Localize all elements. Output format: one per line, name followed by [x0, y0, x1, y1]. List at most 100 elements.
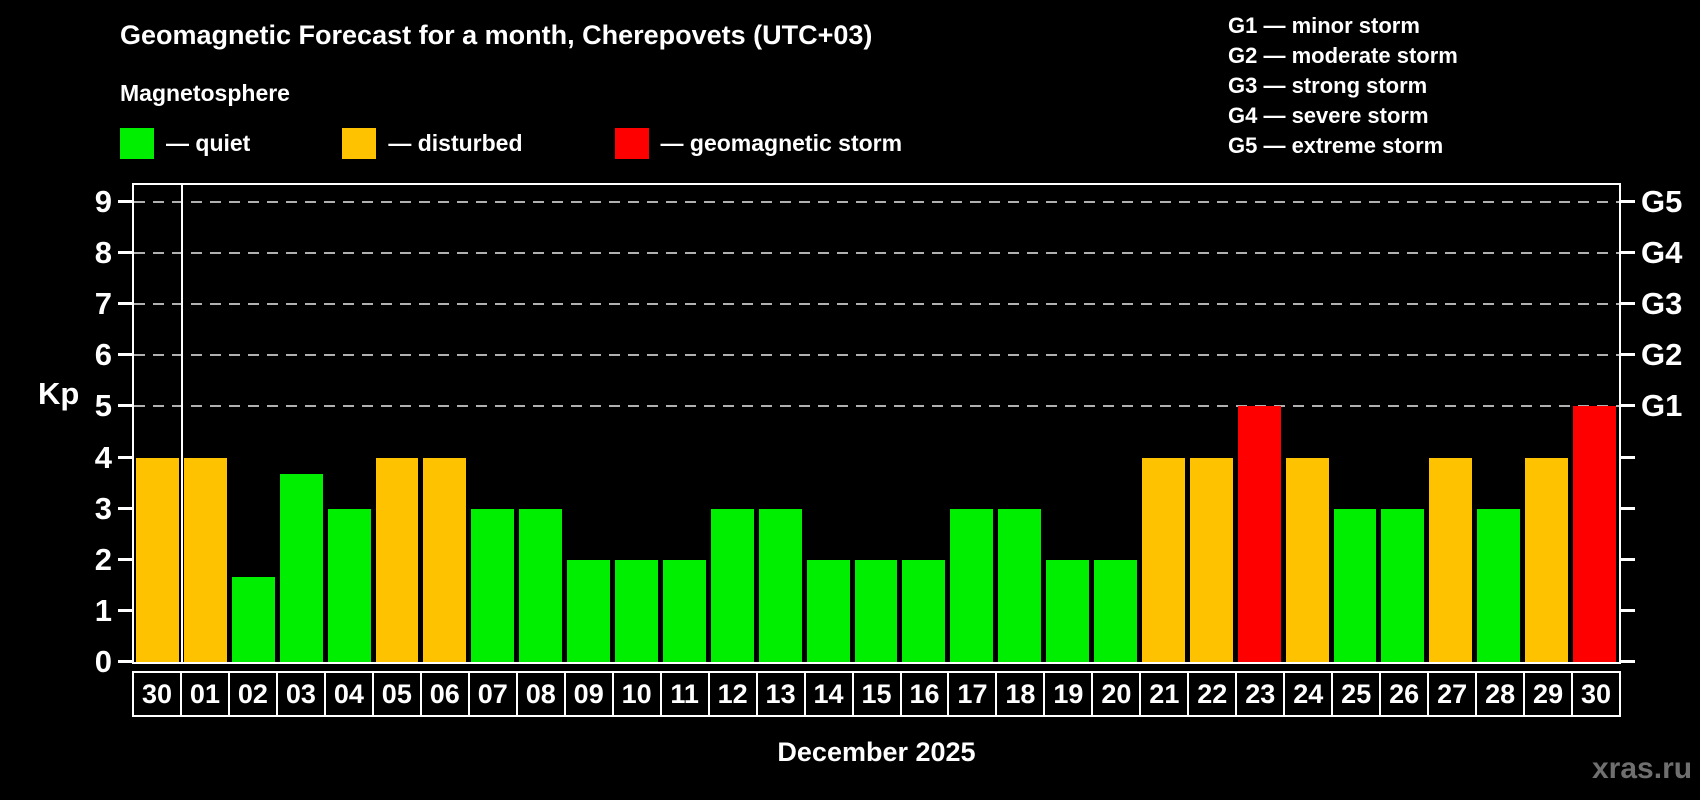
- y-tick-left-4: [118, 455, 132, 459]
- y-tick-label-9: 9: [94, 183, 112, 219]
- day-label-28-28: 28: [1475, 671, 1526, 717]
- y-tick-right-9: [1621, 199, 1635, 203]
- legend-swatch-disturbed: [342, 128, 377, 159]
- bar-26-day-26: [1381, 508, 1425, 662]
- day-label-22-22: 22: [1187, 671, 1238, 717]
- day-label-21-21: 21: [1139, 671, 1190, 717]
- day-label-10-10: 10: [611, 671, 662, 717]
- day-label-27-27: 27: [1427, 671, 1478, 717]
- bar-6-day-06: [423, 457, 467, 662]
- day-label-15-15: 15: [851, 671, 902, 717]
- g-legend-line-1: G1 — minor storm: [1228, 13, 1420, 38]
- day-label-5-05: 05: [371, 671, 422, 717]
- y-tick-right-8: [1621, 251, 1635, 254]
- y-tick-left-0: [118, 660, 132, 663]
- y-tick-right-3: [1621, 506, 1635, 510]
- bar-21-day-21: [1141, 457, 1185, 662]
- legend-label-storm: — geomagnetic storm: [660, 130, 903, 156]
- g-axis-label-G5: G5: [1641, 183, 1683, 219]
- bar-29-day-29: [1525, 457, 1569, 662]
- day-label-25-25: 25: [1331, 671, 1382, 717]
- y-tick-right-5: [1621, 404, 1635, 408]
- day-label-19-19: 19: [1043, 671, 1094, 717]
- bar-22-day-22: [1189, 457, 1233, 662]
- watermark: xras.ru: [1592, 752, 1693, 785]
- month-boundary-line: [180, 185, 183, 662]
- day-label-7-07: 07: [467, 671, 518, 717]
- g-axis-label-G1: G1: [1641, 388, 1683, 424]
- bar-2-day-02: [231, 576, 275, 662]
- bar-12-day-12: [710, 508, 754, 662]
- bar-7-day-07: [471, 508, 515, 662]
- day-label-30-30: 30: [1571, 671, 1622, 717]
- g-axis-label-G3: G3: [1641, 286, 1683, 322]
- y-tick-label-0: 0: [94, 644, 112, 679]
- legend-label-disturbed: — disturbed: [388, 130, 523, 156]
- y-tick-right-7: [1621, 302, 1635, 306]
- day-label-1-01: 01: [179, 671, 230, 717]
- plot-area: 0 1 2 3 4 5 6 7 8 9 G5 G4 G3 G2 G1: [95, 183, 1682, 678]
- day-label-6-06: 06: [419, 671, 470, 717]
- chart-subtitle: Magnetosphere: [120, 80, 290, 106]
- bar-20-day-20: [1094, 559, 1137, 662]
- bar-3-day-03: [279, 474, 323, 662]
- bar-5-day-05: [375, 457, 419, 662]
- y-tick-left-3: [118, 506, 132, 510]
- bar-11-day-11: [662, 559, 706, 662]
- y-tick-right-4: [1621, 455, 1635, 459]
- day-label-29-29: 29: [1523, 671, 1574, 717]
- day-label-14-14: 14: [803, 671, 854, 717]
- day-label-26-26: 26: [1379, 671, 1430, 717]
- day-label-12-12: 12: [707, 671, 758, 717]
- day-label-2-02: 02: [227, 671, 278, 717]
- bar-19-day-19: [1046, 559, 1090, 662]
- y-tick-label-8: 8: [94, 235, 112, 270]
- legend-swatch-storm: [614, 128, 649, 159]
- y-tick-label-6: 6: [94, 337, 112, 373]
- bar-16-day-16: [902, 559, 946, 662]
- chart-title: Geomagnetic Forecast for a month, Cherep…: [120, 20, 873, 50]
- bar-1-day-01: [183, 457, 227, 662]
- bar-13-day-13: [758, 508, 802, 662]
- day-label-18-18: 18: [995, 671, 1046, 717]
- gridline-kp-8: [134, 252, 1619, 254]
- g-scale-legend: G1 — minor storm G2 — moderate storm G3 — …: [1228, 11, 1458, 161]
- status-legend: — quiet — disturbed — geomagnetic storm: [120, 128, 902, 159]
- day-label-9-09: 09: [563, 671, 614, 717]
- gridline-kp-9: [134, 200, 1619, 203]
- day-label-8-08: 08: [515, 671, 566, 717]
- y-tick-left-2: [118, 557, 132, 561]
- bar-24-day-24: [1285, 457, 1329, 662]
- g-axis-label-G4: G4: [1641, 235, 1683, 270]
- bar-30-day-30: [1573, 406, 1616, 662]
- y-tick-left-6: [118, 353, 132, 357]
- bar-27-day-27: [1429, 457, 1473, 662]
- y-tick-left-7: [118, 302, 132, 306]
- y-tick-right-0: [1621, 660, 1635, 663]
- y-tick-left-1: [118, 608, 132, 612]
- y-tick-label-7: 7: [94, 286, 112, 322]
- gridline-kp-5: [134, 405, 1619, 408]
- y-tick-left-9: [118, 199, 132, 203]
- bar-18-day-18: [998, 508, 1042, 662]
- day-label-3-03: 03: [275, 671, 326, 717]
- y-tick-label-2: 2: [94, 541, 112, 577]
- y-tick-right-2: [1621, 557, 1635, 561]
- g-axis-label-G2: G2: [1641, 337, 1683, 373]
- day-label-13-13: 13: [755, 671, 806, 717]
- y-tick-label-3: 3: [94, 490, 112, 526]
- bar-0-day-30: [136, 457, 179, 662]
- gridline-kp-6: [134, 354, 1619, 357]
- legend-swatch-quiet: [120, 128, 154, 159]
- bar-4-day-04: [327, 508, 371, 662]
- day-labels-row: 30 01 02 03 04 05 06 07 08 09 10 11 12 13 14 15 16 17 18 19…: [132, 671, 1622, 717]
- legend-item-storm: — geomagnetic storm: [614, 128, 903, 159]
- g-legend-line-3: G3 — strong storm: [1228, 73, 1428, 98]
- bar-14-day-14: [806, 559, 850, 662]
- gridline-kp-7: [134, 303, 1619, 306]
- legend-item-quiet: — quiet: [120, 128, 250, 159]
- y-tick-right-1: [1621, 608, 1635, 612]
- day-label-17-17: 17: [947, 671, 998, 717]
- day-label-11-11: 11: [659, 671, 710, 717]
